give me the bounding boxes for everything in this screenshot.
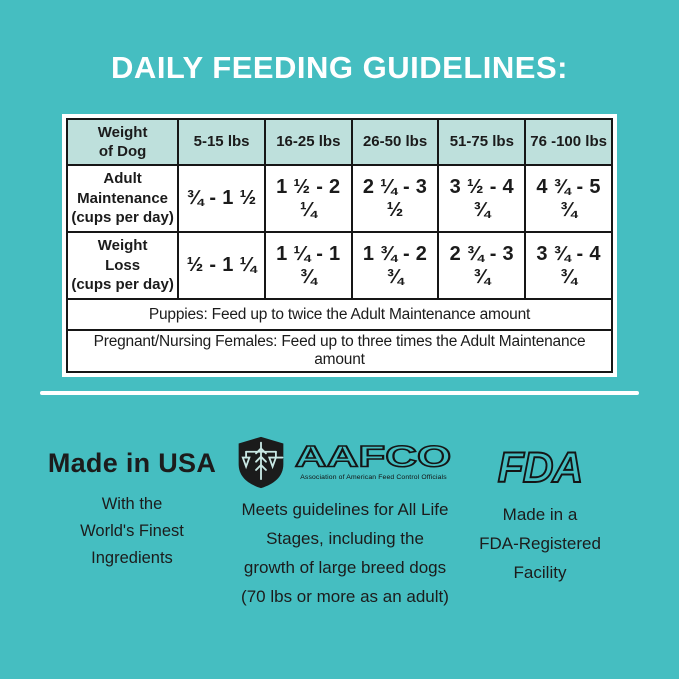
value-cell: 2 ¾ - 3 ¾ — [437, 231, 527, 300]
adult-maintenance-row: Adult Maintenance (cups per day) ¾ - 1 ½… — [65, 164, 613, 233]
aafco-description: Meets guidelines for All Life Stages, in… — [228, 495, 462, 611]
value-cell: 3 ½ - 4 ¾ — [437, 164, 527, 233]
header-cell-5-15: 5-15 lbs — [177, 118, 266, 166]
value-cell: 1 ½ - 2 ¼ — [263, 164, 353, 233]
svg-text:FDA: FDA — [498, 444, 583, 491]
value-cell: ½ - 1 ¼ — [177, 231, 266, 300]
fda-line: Made in a — [502, 505, 578, 524]
weight-loss-row: Weight Loss (cups per day) ½ - 1 ¼ 1 ¼ -… — [65, 231, 613, 300]
fda-description: Made in a FDA-Registered Facility — [468, 500, 612, 587]
svg-text:AAFCO: AAFCO — [294, 441, 450, 473]
usa-subline: Ingredients — [91, 549, 173, 567]
puppies-note: Puppies: Feed up to twice the Adult Main… — [66, 298, 613, 331]
aafco-wordmark: AAFCO — [294, 440, 452, 473]
row-label-adult-maintenance: Adult Maintenance (cups per day) — [65, 164, 180, 233]
header-cell-26-50: 26-50 lbs — [350, 118, 440, 166]
fda-logo: FDA — [497, 443, 584, 493]
page-title: DAILY FEEDING GUIDELINES: — [111, 50, 568, 85]
aafco-section: AAFCO Association of American Feed Contr… — [228, 436, 462, 611]
aafco-wordmark-block: AAFCO Association of American Feed Contr… — [293, 436, 455, 481]
aafco-line: Meets guidelines for All Life — [241, 500, 449, 519]
header-cell-weight-of-dog: Weight of Dog — [65, 118, 180, 166]
usa-subline: World's Finest — [80, 522, 184, 540]
fda-line: Facility — [513, 563, 567, 582]
aafco-line: growth of large breed dogs — [243, 558, 447, 577]
table-header-row: Weight of Dog 5-15 lbs 16-25 lbs 26-50 l… — [65, 118, 613, 166]
made-in-usa-title: Made in USA — [47, 448, 217, 478]
made-in-usa-section: Made in USA With the World's Finest Ingr… — [38, 448, 226, 572]
feeding-guidelines-table: Weight of Dog 5-15 lbs 16-25 lbs 26-50 l… — [65, 118, 613, 373]
feeding-guidelines-table-wrapper: Weight of Dog 5-15 lbs 16-25 lbs 26-50 l… — [62, 114, 617, 377]
row-label-weight-loss: Weight Loss (cups per day) — [65, 231, 180, 300]
aafco-shield-icon — [238, 436, 283, 489]
value-cell: 2 ¼ - 3 ½ — [350, 164, 440, 233]
value-cell: 1 ¾ - 2 ¾ — [350, 231, 440, 300]
aafco-tagline: Association of American Feed Control Off… — [300, 474, 447, 481]
header-cell-76-100: 76 -100 lbs — [524, 118, 613, 166]
fda-line: FDA-Registered — [479, 534, 601, 553]
aafco-line: Stages, including the — [266, 529, 424, 548]
value-cell: ¾ - 1 ½ — [177, 164, 266, 233]
horizontal-divider — [40, 391, 639, 395]
fda-section: FDA Made in a FDA-Registered Facility — [468, 443, 612, 587]
aafco-logo: AAFCO Association of American Feed Contr… — [228, 436, 462, 489]
usa-subline: With the — [101, 495, 163, 513]
header-cell-51-75: 51-75 lbs — [437, 118, 527, 166]
value-cell: 4 ¾ - 5 ¾ — [524, 164, 613, 233]
puppies-note-row: Puppies: Feed up to twice the Adult Main… — [66, 298, 613, 331]
pregnant-note-row: Pregnant/Nursing Females: Feed up to thr… — [66, 329, 613, 373]
aafco-line: (70 lbs or more as an adult) — [241, 587, 449, 606]
header-cell-16-25: 16-25 lbs — [263, 118, 353, 166]
value-cell: 3 ¾ - 4 ¾ — [524, 231, 613, 300]
value-cell: 1 ¼ - 1 ¾ — [263, 231, 353, 300]
pregnant-nursing-note: Pregnant/Nursing Females: Feed up to thr… — [66, 329, 613, 373]
